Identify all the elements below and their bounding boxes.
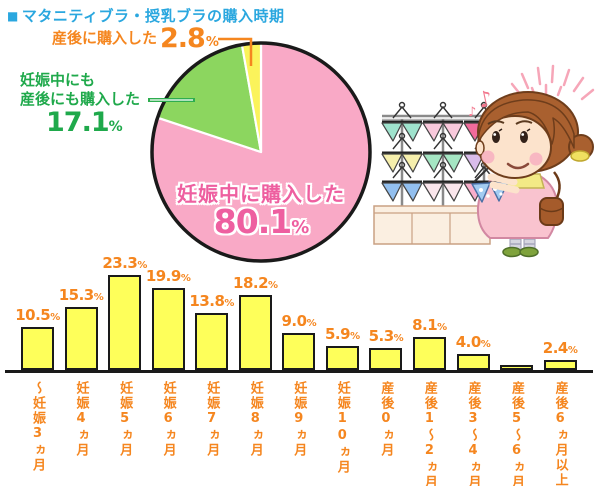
bar-妊娠5ヵ月	[108, 274, 142, 370]
bar-value-label: 15.3%	[58, 286, 104, 305]
legs	[502, 233, 539, 258]
bar-category-label: 妊娠4ヵ月	[73, 381, 89, 458]
bar-value-label: 18.2%	[233, 274, 278, 293]
pie-label-both-value: 17.1	[46, 107, 110, 138]
bar-category-label: 妊娠7ヵ月	[204, 381, 220, 458]
bar-妊娠9ヵ月	[282, 333, 316, 370]
bar-妊娠6ヵ月	[151, 288, 185, 370]
pie-label-during-unit: %	[291, 217, 309, 238]
bar-〜妊娠3ヵ月	[21, 327, 54, 370]
bar-category-label: 産後3〜4ヵ月	[465, 381, 481, 486]
pie-label-during: 妊娠中に購入した 80.1%	[146, 183, 376, 245]
bar-category-label: 妊娠9ヵ月	[291, 381, 307, 458]
bar-category-label: 妊娠8ヵ月	[247, 381, 263, 458]
bar-category-label: 妊娠6ヵ月	[160, 381, 176, 458]
sparkle-lines	[510, 64, 595, 101]
pie-chart	[150, 41, 372, 263]
bar-value-label: 9.0%	[281, 312, 317, 331]
page-title-text: マタニティブラ・授乳ブラの購入時期	[21, 7, 285, 25]
head	[475, 91, 594, 179]
bar-category-label: 妊娠5ヵ月	[117, 381, 133, 458]
bar-妊娠4ヵ月	[64, 307, 98, 370]
bar-category-label: 産後6ヵ月以上	[552, 381, 568, 486]
bar-value-label: 19.9%	[145, 267, 191, 286]
bar-value-label: 23.3%	[102, 253, 147, 272]
illustration: ♪ ♪	[373, 64, 595, 258]
music-note-icon: ♪	[468, 105, 476, 120]
bar-産後5〜6ヵ月	[500, 364, 533, 370]
blush	[529, 152, 543, 166]
pie-label-both-line2: 産後にも購入した	[20, 90, 141, 108]
bar-value-label: 5.9%	[324, 324, 360, 343]
bar-value-label: 2.4%	[542, 339, 578, 358]
bar-妊娠10ヵ月	[325, 345, 359, 370]
bar-category-label: 妊娠10ヵ月	[334, 381, 350, 475]
bar-妊娠8ヵ月	[238, 295, 272, 370]
bar-妊娠7ヵ月	[195, 313, 229, 370]
bar-value-label: 4.0%	[455, 332, 491, 351]
ear	[475, 140, 485, 156]
page-title: ■ マタニティブラ・授乳ブラの購入時期	[7, 5, 284, 26]
pie-label-during-value: 80.1	[213, 202, 292, 241]
pie-label-postpartum-value: 2.8	[160, 23, 206, 54]
pie-label-during-text: 妊娠中に購入した	[177, 182, 345, 206]
display-table	[373, 205, 491, 245]
bar-category-label: 産後1〜2ヵ月	[421, 381, 437, 486]
leader-line-postpartum	[218, 37, 253, 66]
pie-label-both-line1: 妊娠中にも	[20, 71, 96, 89]
bar-category-label: 産後5〜6ヵ月	[509, 381, 524, 486]
pie-outline	[150, 41, 372, 263]
bar-産後3〜4ヵ月	[456, 353, 490, 370]
shopper-illustration: ♪ ♪	[468, 64, 595, 258]
eyes	[492, 128, 531, 143]
bar-value-label: 8.1%	[412, 315, 447, 334]
bar-value-label: 5.3%	[368, 327, 404, 346]
bar-産後0ヵ月	[369, 348, 403, 370]
scrunchie	[570, 150, 590, 162]
bar-value-label: 13.8%	[189, 292, 234, 311]
title-bullet-icon: ■	[7, 8, 19, 23]
pie-label-postpartum-text: 産後に購入した	[52, 29, 158, 47]
pie-label-postpartum-unit: %	[205, 35, 219, 50]
pie-label-both-unit: %	[108, 119, 123, 135]
pie-label-both: 妊娠中にも 産後にも購入した 17.1 %	[20, 71, 140, 136]
bar-category-label: 産後0ヵ月	[378, 381, 394, 458]
blush	[481, 150, 495, 164]
bar-value-label: 10.5%	[15, 306, 60, 324]
x-axis	[5, 370, 593, 373]
bar-産後6ヵ月以上	[543, 360, 577, 370]
bar-産後1〜2ヵ月	[412, 336, 446, 370]
mouth	[506, 162, 530, 170]
bar-category-label: 〜妊娠3ヵ月	[30, 381, 45, 473]
pie-label-postpartum: 産後に購入した 2.8 %	[52, 25, 219, 52]
bar-chart: 10.5% 〜妊娠3ヵ月 15.3% 妊娠4ヵ月 23.3% 妊娠5ヵ月 19.9% 妊娠6ヵ…	[0, 250, 600, 486]
